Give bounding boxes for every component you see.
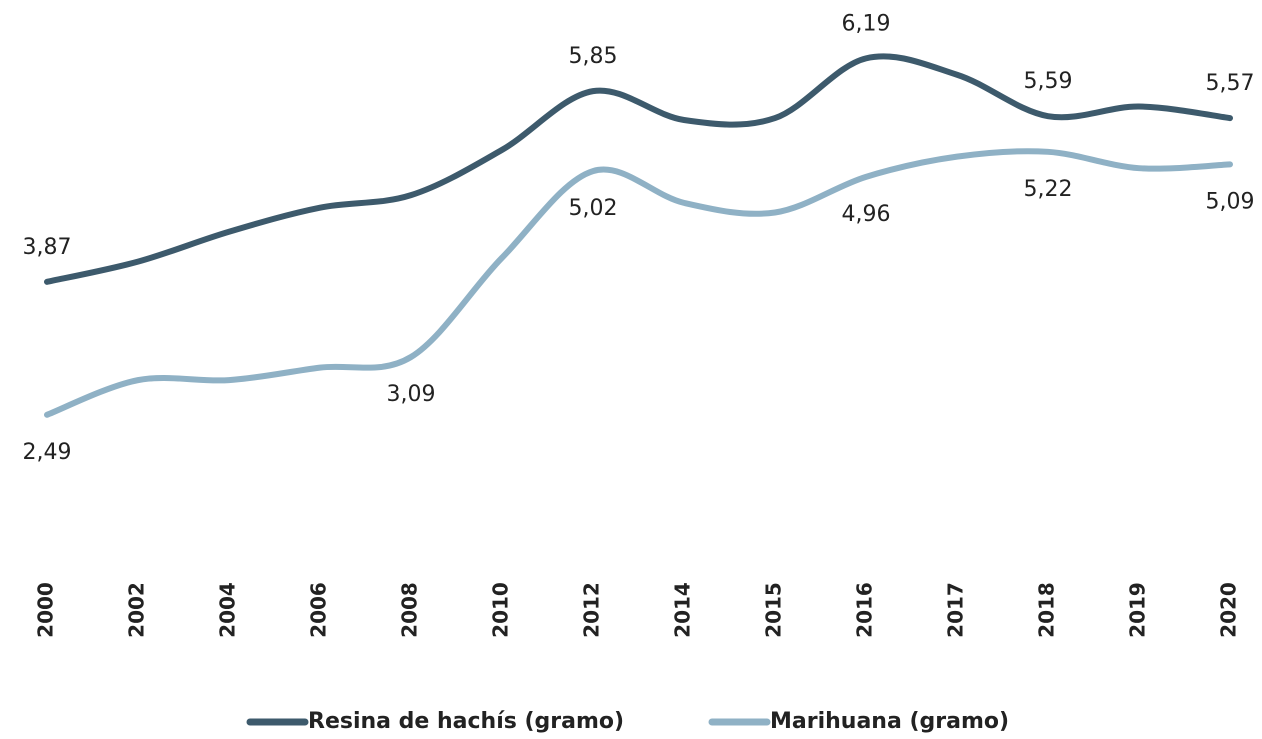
x-tick-label: 2014: [671, 582, 695, 638]
data-label: 5,02: [569, 196, 618, 221]
line: [44, 148, 1233, 418]
x-tick-label: 2016: [853, 582, 877, 638]
x-tick-label: 2002: [125, 582, 149, 638]
x-tick-label: 2000: [34, 582, 58, 638]
legend-label: Marihuana (gramo): [770, 709, 1009, 734]
line: [44, 53, 1233, 285]
data-label: 5,57: [1206, 71, 1255, 96]
data-label: 5,22: [1024, 177, 1073, 202]
x-tick-label: 2008: [398, 582, 422, 638]
x-tick-label: 2020: [1217, 582, 1241, 638]
x-tick-label: 2010: [489, 582, 513, 638]
x-tick-label: 2004: [216, 582, 240, 638]
data-label: 6,19: [842, 11, 891, 36]
x-tick-label: 2015: [762, 582, 786, 638]
x-tick-label: 2012: [580, 582, 604, 638]
x-tick-label: 2017: [944, 582, 968, 638]
data-label: 5,85: [569, 44, 618, 69]
x-tick-label: 2006: [307, 582, 331, 638]
data-label: 3,09: [387, 382, 436, 407]
data-label: 2,49: [23, 440, 72, 465]
x-tick-label: 2019: [1126, 582, 1150, 638]
data-label: 5,09: [1206, 189, 1255, 214]
legend-label: Resina de hachís (gramo): [308, 709, 624, 734]
data-label: 5,59: [1024, 69, 1073, 94]
data-label: 3,87: [23, 235, 72, 260]
x-tick-label: 2018: [1035, 582, 1059, 638]
data-label: 4,96: [842, 202, 891, 227]
